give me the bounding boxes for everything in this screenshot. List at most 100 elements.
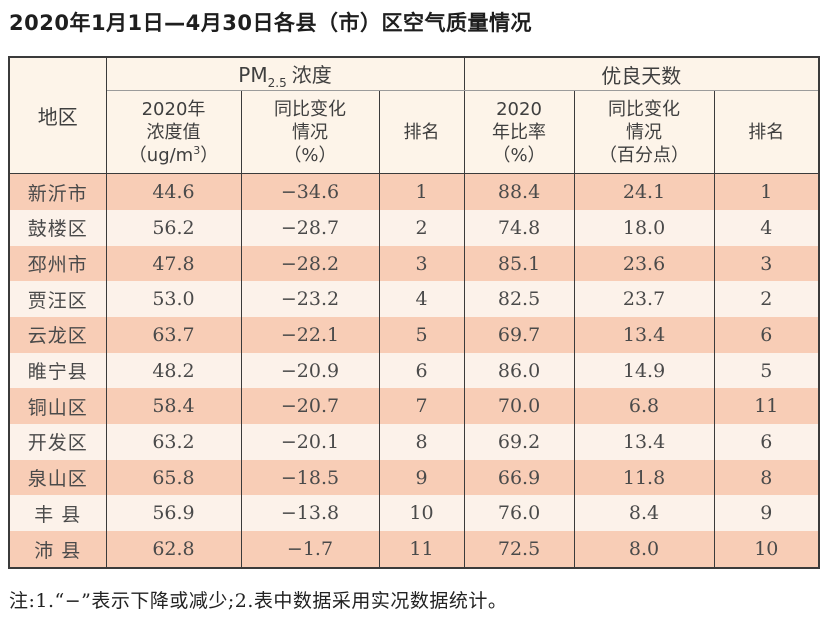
value-cell: 82.5	[463, 281, 575, 318]
value-cell: 65.8	[105, 459, 242, 496]
value-cell: −13.8	[240, 495, 380, 532]
value-cell: 13.4	[573, 424, 715, 460]
good-days-group-header: 优良天数	[463, 57, 820, 92]
value-cell: 63.7	[105, 317, 242, 353]
value-cell: 8.4	[573, 495, 715, 532]
value-cell: 1	[713, 173, 820, 210]
value-cell: −20.7	[240, 388, 380, 425]
value-cell: 6.8	[573, 388, 715, 425]
value-cell: −1.7	[240, 531, 380, 568]
value-cell: 2	[713, 281, 820, 318]
value-cell: 86.0	[463, 352, 575, 389]
table-row: 沛 县 62.8 −1.7 11 72.5 8.0 10	[8, 531, 820, 568]
value-cell: 74.8	[463, 209, 575, 246]
value-cell: 9	[713, 495, 820, 532]
pm25-label-prefix: PM	[238, 62, 268, 87]
value-cell: 23.6	[573, 245, 715, 282]
group-header-row: 地区 PM2.5 浓度 优良天数	[8, 57, 820, 175]
good-days-yoy-header: 同比变化 情况 （百分点）	[573, 90, 715, 175]
value-cell: 3	[713, 245, 820, 282]
value-cell: 6	[713, 424, 820, 460]
table-row: 贾汪区 53.0 −23.2 4 82.5 23.7 2	[8, 281, 820, 318]
value-cell: 6	[713, 317, 820, 353]
value-cell: 8.0	[573, 531, 715, 568]
region-cell: 泉山区	[8, 459, 107, 496]
table-row: 开发区 63.2 −20.1 8 69.2 13.4 6	[8, 424, 820, 460]
air-quality-table: 地区 PM2.5 浓度 优良天数 2020年 浓度值 （ug/m3） 同比变化 情…	[8, 56, 821, 569]
value-cell: 11	[378, 531, 465, 568]
table-row: 泉山区 65.8 −18.5 9 66.9 11.8 8	[8, 459, 820, 496]
table-row: 新沂市 44.6 −34.6 1 88.4 24.1 1	[8, 173, 820, 210]
value-cell: 62.8	[105, 531, 242, 568]
value-cell: −28.7	[240, 209, 380, 246]
value-cell: 85.1	[463, 245, 575, 282]
table-body: 新沂市 44.6 −34.6 1 88.4 24.1 1 鼓楼区 56.2 −28.7 2 74.8 1…	[8, 173, 820, 568]
value-cell: 24.1	[573, 173, 715, 210]
table-row: 睢宁县 48.2 −20.9 6 86.0 14.9 5	[8, 352, 820, 389]
pm25-2020-value-header: 2020年 浓度值 （ug/m3）	[105, 90, 242, 175]
value-cell: 72.5	[463, 531, 575, 568]
value-cell: 9	[378, 459, 465, 496]
good-days-rank-header: 排名	[713, 90, 820, 175]
pm25-yoy-header: 同比变化 情况 （%）	[240, 90, 380, 175]
value-cell: 11.8	[573, 459, 715, 496]
region-cell: 铜山区	[8, 388, 107, 425]
value-cell: −18.5	[240, 459, 380, 496]
table-row: 鼓楼区 56.2 −28.7 2 74.8 18.0 4	[8, 209, 820, 246]
value-cell: 66.9	[463, 459, 575, 496]
region-cell: 沛 县	[8, 531, 107, 568]
sub-header-row: 2020年 浓度值 （ug/m3） 同比变化 情况 （%） 排名 2020 年比…	[9, 90, 820, 175]
value-cell: 4	[378, 281, 465, 318]
value-cell: 69.7	[463, 317, 575, 353]
region-header: 地区	[8, 57, 107, 175]
value-cell: −20.1	[240, 424, 380, 460]
region-cell: 邳州市	[8, 245, 107, 282]
value-cell: 63.2	[105, 424, 242, 460]
region-cell: 云龙区	[8, 317, 107, 353]
footnote: 注:1.“−”表示下降或减少;2.表中数据采用实况数据统计。	[9, 589, 508, 612]
table-row: 铜山区 58.4 −20.7 7 70.0 6.8 11	[8, 388, 820, 425]
table-row: 邳州市 47.8 −28.2 3 85.1 23.6 3	[8, 245, 820, 282]
pm25-rank-header: 排名	[378, 90, 465, 175]
pm25-unit: （ug/m3）	[128, 143, 219, 166]
value-cell: 56.9	[105, 495, 242, 532]
value-cell: 5	[713, 352, 820, 389]
good-days-rate-header: 2020 年比率 （%）	[463, 90, 575, 175]
table-row: 云龙区 63.7 −22.1 5 69.7 13.4 6	[8, 317, 820, 353]
value-cell: 8	[378, 424, 465, 460]
value-cell: −20.9	[240, 352, 380, 389]
value-cell: 1	[378, 173, 465, 210]
value-cell: 8	[713, 459, 820, 496]
value-cell: −22.1	[240, 317, 380, 353]
table-row: 丰 县 56.9 −13.8 10 76.0 8.4 9	[8, 495, 820, 532]
region-cell: 新沂市	[8, 173, 107, 210]
pm25-group-header: PM2.5 浓度	[105, 57, 465, 92]
region-cell: 睢宁县	[8, 352, 107, 389]
value-cell: 10	[713, 531, 820, 568]
value-cell: 13.4	[573, 317, 715, 353]
value-cell: 69.2	[463, 424, 575, 460]
pm25-label-subscript: 2.5	[267, 75, 287, 90]
value-cell: 23.7	[573, 281, 715, 318]
region-cell: 贾汪区	[8, 281, 107, 318]
value-cell: 14.9	[573, 352, 715, 389]
value-cell: 88.4	[463, 173, 575, 210]
value-cell: 58.4	[105, 388, 242, 425]
value-cell: 48.2	[105, 352, 242, 389]
page-title: 2020年1月1日—4月30日各县（市）区空气质量情况	[9, 11, 533, 35]
value-cell: 70.0	[463, 388, 575, 425]
value-cell: 2	[378, 209, 465, 246]
value-cell: 4	[713, 209, 820, 246]
region-cell: 丰 县	[8, 495, 107, 532]
value-cell: 7	[378, 388, 465, 425]
table-header: 地区 PM2.5 浓度 优良天数 2020年 浓度值 （ug/m3） 同比变化 情…	[8, 57, 820, 175]
value-cell: 53.0	[105, 281, 242, 318]
value-cell: 11	[713, 388, 820, 425]
region-cell: 开发区	[8, 424, 107, 460]
value-cell: 18.0	[573, 209, 715, 246]
value-cell: 47.8	[105, 245, 242, 282]
value-cell: 6	[378, 352, 465, 389]
value-cell: 76.0	[463, 495, 575, 532]
value-cell: 44.6	[105, 173, 242, 210]
